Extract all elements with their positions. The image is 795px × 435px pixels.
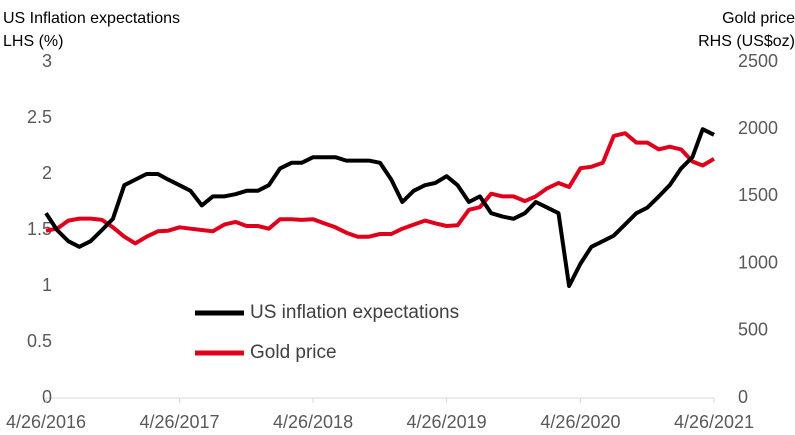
y2-tick-label: 2500	[738, 51, 778, 71]
legend-label: US inflation expectations	[250, 302, 459, 323]
x-tick-label: 4/26/2021	[674, 412, 754, 432]
x-tick-label: 4/26/2018	[273, 412, 353, 432]
y2-axis-title: Gold price	[722, 10, 795, 27]
y-tick-label: 0	[42, 387, 52, 407]
y2-tick-label: 1500	[738, 185, 778, 205]
y-axis-title: LHS (%)	[3, 33, 63, 50]
y-tick-label: 0.5	[27, 331, 52, 351]
y-tick-label: 2	[42, 163, 52, 183]
legend-label: Gold price	[250, 342, 337, 363]
series-line	[44, 127, 715, 288]
y-tick-label: 3	[42, 51, 52, 71]
series-line	[45, 131, 716, 246]
y2-tick-label: 0	[738, 387, 748, 407]
y2-axis-title: RHS (US$oz)	[698, 33, 795, 50]
x-tick-label: 4/26/2020	[540, 412, 620, 432]
y2-tick-label: 500	[738, 320, 768, 340]
y2-tick-label: 2000	[738, 118, 778, 138]
y-tick-label: 1	[42, 275, 52, 295]
y-axis-title: US Inflation expectations	[3, 10, 180, 27]
y-tick-label: 2.5	[27, 107, 52, 127]
x-tick-label: 4/26/2019	[407, 412, 487, 432]
y2-tick-label: 1000	[738, 252, 778, 272]
x-tick-label: 4/26/2017	[139, 412, 219, 432]
x-tick-label: 4/26/2016	[6, 412, 86, 432]
y-tick-label: 1.5	[27, 219, 52, 239]
